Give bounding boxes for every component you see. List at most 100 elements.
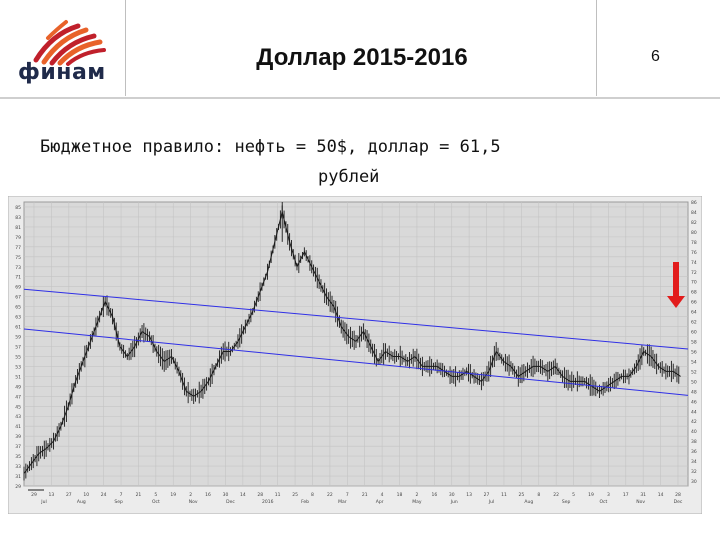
slide-title: Доллар 2015-2016 xyxy=(256,44,468,71)
y-tick-left: 57 xyxy=(15,344,21,350)
x-tick-day: 3 xyxy=(607,492,610,498)
x-tick-month: Apr xyxy=(376,499,384,505)
x-tick-day: 16 xyxy=(205,492,211,498)
y-tick-right: 46 xyxy=(691,399,697,405)
x-tick-day: 4 xyxy=(381,492,384,498)
x-tick-day: 22 xyxy=(327,492,333,498)
header-divider-left xyxy=(125,0,126,96)
y-tick-right: 38 xyxy=(691,439,697,445)
x-tick-month: Mar xyxy=(338,499,347,505)
channel-lower-line xyxy=(23,328,689,396)
x-tick-month: Jul xyxy=(488,499,494,505)
y-tick-left: 49 xyxy=(15,384,21,390)
x-tick-month: Aug xyxy=(77,499,86,505)
x-tick-day: 14 xyxy=(658,492,664,498)
y-tick-right: 32 xyxy=(691,469,697,475)
slide-subtitle: Бюджетное правило: нефть = 50$, доллар =… xyxy=(40,132,680,192)
y-tick-right: 36 xyxy=(691,449,697,455)
y-tick-left: 45 xyxy=(15,404,21,410)
x-tick-day: 13 xyxy=(466,492,472,498)
x-tick-day: 14 xyxy=(240,492,246,498)
y-tick-left: 33 xyxy=(15,464,21,470)
x-tick-day: 13 xyxy=(49,492,55,498)
x-tick-day: 18 xyxy=(397,492,403,498)
x-tick-day: 25 xyxy=(292,492,298,498)
x-tick-day: 5 xyxy=(572,492,575,498)
x-tick-day: 17 xyxy=(623,492,629,498)
x-tick-day: 25 xyxy=(518,492,524,498)
arrow-shaft xyxy=(673,262,679,296)
y-tick-right: 74 xyxy=(691,260,697,266)
y-tick-right: 66 xyxy=(691,300,697,306)
x-tick-month: Aug xyxy=(524,499,533,505)
x-tick-month: Jul xyxy=(40,499,46,505)
y-tick-right: 72 xyxy=(691,270,697,276)
x-tick-month: 2016 xyxy=(262,499,274,505)
y-tick-right: 52 xyxy=(691,369,697,375)
y-tick-right: 44 xyxy=(691,409,697,415)
x-tick-day: 8 xyxy=(311,492,314,498)
y-tick-right: 50 xyxy=(691,379,697,385)
usd-rub-chart: 85 83 81 79 77 75 73 71 69 67 65 63 61 59 57 55 53 51 49 47… xyxy=(7,195,703,515)
x-tick-month: Dec xyxy=(674,499,683,505)
y-tick-left: 53 xyxy=(15,364,21,370)
subtitle-line-2: рублей xyxy=(318,167,380,187)
y-tick-right: 48 xyxy=(691,389,697,395)
y-tick-left: 41 xyxy=(15,424,21,430)
y-tick-right: 76 xyxy=(691,250,697,256)
y-tick-left: 43 xyxy=(15,414,21,420)
y-tick-right: 54 xyxy=(691,359,697,365)
x-tick-month: Dec xyxy=(226,499,235,505)
x-tick-day: 24 xyxy=(101,492,107,498)
x-tick-day: 11 xyxy=(275,492,281,498)
x-tick-month: May xyxy=(412,499,422,505)
x-tick-day: 2 xyxy=(415,492,418,498)
x-tick-day: 31 xyxy=(640,492,646,498)
y-tick-right: 78 xyxy=(691,240,697,246)
chart-svg: 8583817977757371696765636159575553514947… xyxy=(7,195,703,515)
y-tick-left: 65 xyxy=(15,305,21,311)
header-rule xyxy=(0,97,720,99)
x-tick-day: 22 xyxy=(553,492,559,498)
x-tick-month: Oct xyxy=(152,499,160,505)
x-tick-day: 30 xyxy=(449,492,455,498)
y-tick-right: 86 xyxy=(691,200,697,206)
y-tick-left: 77 xyxy=(15,245,21,251)
x-tick-day: 2 xyxy=(189,492,192,498)
x-tick-day: 21 xyxy=(136,492,142,498)
arrow-head xyxy=(667,296,685,308)
x-tick-day: 27 xyxy=(66,492,72,498)
x-tick-day: 5 xyxy=(154,492,157,498)
y-tick-left: 59 xyxy=(15,335,21,341)
x-tick-day: 21 xyxy=(362,492,368,498)
y-tick-right: 30 xyxy=(691,479,697,485)
logo-wordmark: финам xyxy=(18,60,106,85)
x-tick-month: Oct xyxy=(600,499,608,505)
logo-emblem xyxy=(33,20,106,66)
y-tick-right: 34 xyxy=(691,459,697,465)
price-line xyxy=(23,211,681,474)
x-tick-month: Nov xyxy=(636,499,645,505)
x-tick-month: Feb xyxy=(301,499,309,505)
x-tick-month: Nov xyxy=(189,499,198,505)
y-tick-left: 29 xyxy=(15,484,21,490)
y-tick-left: 47 xyxy=(15,394,21,400)
y-tick-right: 60 xyxy=(691,330,697,336)
finam-logo xyxy=(33,20,106,66)
x-tick-day: 8 xyxy=(537,492,540,498)
y-tick-left: 67 xyxy=(15,295,21,301)
y-tick-left: 35 xyxy=(15,454,21,460)
y-tick-right: 40 xyxy=(691,429,697,435)
x-tick-day: 7 xyxy=(346,492,349,498)
y-tick-left: 79 xyxy=(15,235,21,241)
y-tick-right: 82 xyxy=(691,220,697,226)
x-tick-day: 27 xyxy=(484,492,490,498)
x-tick-day: 28 xyxy=(257,492,263,498)
y-tick-right: 64 xyxy=(691,310,697,316)
channel-upper-line xyxy=(23,288,689,350)
y-tick-left: 55 xyxy=(15,354,21,360)
y-tick-right: 84 xyxy=(691,210,697,216)
x-tick-month: Jun xyxy=(450,499,458,505)
y-tick-left: 71 xyxy=(15,275,21,281)
x-tick-day: 28 xyxy=(675,492,681,498)
